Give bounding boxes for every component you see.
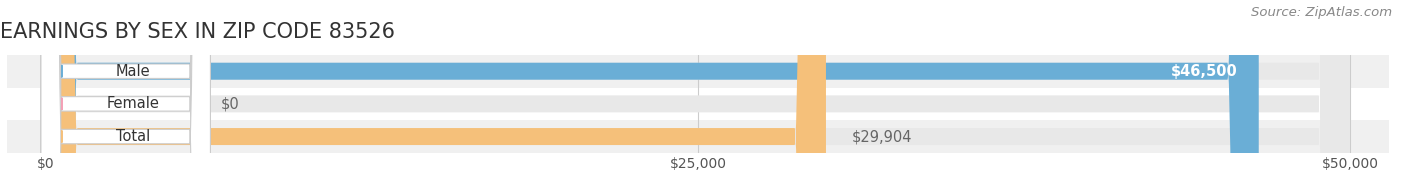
Text: EARNINGS BY SEX IN ZIP CODE 83526: EARNINGS BY SEX IN ZIP CODE 83526 — [0, 22, 395, 42]
Text: Total: Total — [115, 129, 150, 144]
Bar — [7, 88, 1389, 120]
FancyBboxPatch shape — [46, 0, 1350, 196]
FancyBboxPatch shape — [46, 0, 1350, 196]
Text: Male: Male — [115, 64, 150, 79]
Text: Source: ZipAtlas.com: Source: ZipAtlas.com — [1251, 6, 1392, 19]
FancyBboxPatch shape — [41, 0, 211, 196]
FancyBboxPatch shape — [46, 0, 1258, 196]
Bar — [7, 120, 1389, 153]
FancyBboxPatch shape — [41, 0, 211, 196]
Text: Female: Female — [107, 96, 159, 111]
Text: $0: $0 — [221, 96, 239, 111]
Text: $29,904: $29,904 — [852, 129, 912, 144]
FancyBboxPatch shape — [46, 0, 1350, 196]
FancyBboxPatch shape — [41, 0, 211, 196]
Bar — [7, 55, 1389, 88]
Text: $46,500: $46,500 — [1171, 64, 1237, 79]
FancyBboxPatch shape — [46, 0, 825, 196]
